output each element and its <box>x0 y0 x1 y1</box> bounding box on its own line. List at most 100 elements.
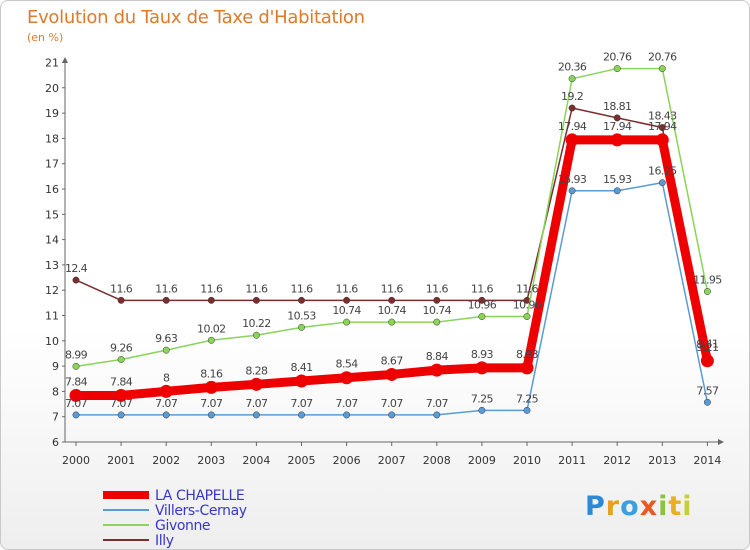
data-label: 16.25 <box>648 165 677 178</box>
data-label: 9.26 <box>110 342 133 355</box>
data-point <box>523 406 531 414</box>
data-point <box>252 411 260 419</box>
data-label: 11.6 <box>245 282 268 295</box>
data-point <box>433 296 441 304</box>
x-tick-label: 2000 <box>62 454 90 467</box>
data-label: 10.96 <box>513 299 542 312</box>
data-label: 8.41 <box>290 361 312 374</box>
data-point <box>655 133 669 147</box>
x-tick-label: 2001 <box>107 454 135 467</box>
data-label: 11.6 <box>471 282 494 295</box>
y-tick-label: 10 <box>45 335 59 348</box>
data-label: 11.6 <box>110 282 133 295</box>
data-point <box>117 296 125 304</box>
data-point <box>568 104 576 112</box>
legend-label: Villers-Cernay <box>155 503 247 519</box>
data-point <box>298 296 305 304</box>
y-tick-label: 14 <box>45 234 59 247</box>
data-point <box>523 313 531 320</box>
data-label: 7.07 <box>426 397 449 410</box>
y-tick-label: 8 <box>52 385 59 398</box>
data-label: 17.94 <box>558 120 587 133</box>
y-tick-label: 11 <box>45 310 59 323</box>
data-label: 8.16 <box>200 367 223 380</box>
x-tick-label: 2002 <box>152 454 180 467</box>
data-label: 9.21 <box>696 341 718 354</box>
data-point <box>478 313 486 320</box>
x-tick-label: 2004 <box>242 454 270 467</box>
x-axis-arrow <box>718 439 724 445</box>
y-tick-label: 21 <box>45 57 59 70</box>
data-point <box>703 398 711 406</box>
data-label: 15.93 <box>558 173 587 186</box>
x-tick-label: 2011 <box>558 454 586 467</box>
axes: 6 7 8 9 10 11 12 13 14 15 16 17 18 19 20 21 2000 2001 2002… <box>45 57 724 467</box>
data-label: 8.67 <box>381 354 404 367</box>
data-label: 7.07 <box>381 397 404 410</box>
data-label: 7.25 <box>516 392 539 405</box>
legend-label: Givonne <box>155 518 210 534</box>
series-la-chapelle <box>69 133 714 402</box>
data-point <box>162 346 170 354</box>
y-axis-arrow <box>62 57 68 63</box>
chart-subtitle: (en %) <box>27 31 64 44</box>
data-point <box>613 187 621 195</box>
data-point <box>69 388 83 402</box>
data-label: 7.84 <box>110 375 133 388</box>
data-point <box>385 367 399 381</box>
x-tick-label: 2014 <box>693 454 721 467</box>
data-label: 10.22 <box>242 317 271 330</box>
x-tick-label: 2005 <box>288 454 316 467</box>
data-point <box>520 361 534 375</box>
data-point <box>388 411 396 419</box>
data-point <box>207 411 215 419</box>
data-label: 10.74 <box>423 304 452 317</box>
data-point <box>568 75 576 83</box>
data-point <box>658 124 666 131</box>
y-tick-label: 19 <box>45 107 59 120</box>
data-label: 20.76 <box>648 51 677 64</box>
data-label: 11.6 <box>516 282 539 295</box>
data-point <box>430 363 444 377</box>
data-point <box>613 114 621 122</box>
data-point <box>565 133 579 147</box>
data-point <box>613 65 621 73</box>
data-label: 11.6 <box>155 282 178 295</box>
data-point <box>433 411 441 419</box>
data-point <box>478 406 486 414</box>
x-tick-label: 2003 <box>197 454 225 467</box>
data-label: 7.07 <box>245 397 268 410</box>
data-label: 11.6 <box>381 282 404 295</box>
x-tick-label: 2007 <box>378 454 406 467</box>
data-point <box>478 296 486 304</box>
data-point <box>204 380 218 394</box>
y-tick-label: 16 <box>45 183 59 196</box>
legend-label: LA CHAPELLE <box>155 488 244 504</box>
data-label: 8.93 <box>516 348 539 361</box>
data-point <box>568 187 576 195</box>
data-labels-layer: 12.4 11.6 11.6 11.6 11.6 11.6 11.6 11.6 11.6 11.6… <box>65 51 723 410</box>
data-point <box>72 411 80 419</box>
y-tick-label: 13 <box>45 259 59 272</box>
y-tick-label: 9 <box>52 360 59 373</box>
data-point <box>207 336 215 344</box>
y-tick-label: 6 <box>52 436 59 449</box>
data-label: 12.4 <box>65 262 88 275</box>
data-label: 11.6 <box>200 282 223 295</box>
data-point <box>703 288 711 295</box>
data-point <box>388 318 396 326</box>
chart-title: Evolution du Taux de Taxe d'Habitation <box>27 7 365 28</box>
data-label: 11.95 <box>693 273 722 286</box>
data-point <box>207 296 215 304</box>
data-label: 8.93 <box>471 348 494 361</box>
data-label: 7.07 <box>65 397 88 410</box>
data-label: 8.54 <box>336 358 359 371</box>
data-label: 7.07 <box>155 397 178 410</box>
data-label: 8 <box>163 371 170 384</box>
data-label: 8.28 <box>245 364 268 377</box>
data-label: 20.76 <box>603 51 632 64</box>
data-point <box>658 65 666 73</box>
data-point <box>162 296 170 304</box>
